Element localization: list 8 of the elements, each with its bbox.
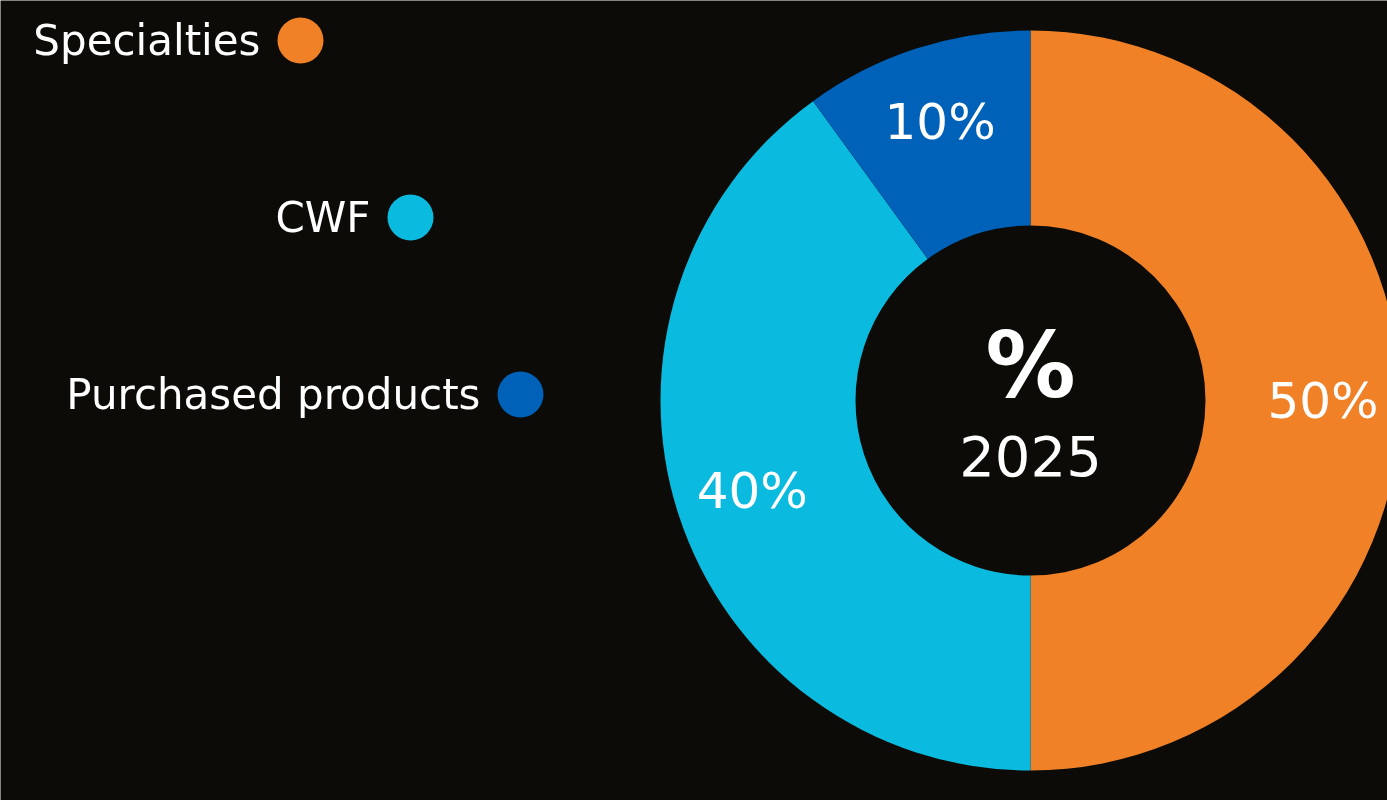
data-label: 40% [696, 461, 808, 520]
text: 2025 [959, 423, 1102, 489]
data-label: 50% [1267, 371, 1379, 430]
legend-label: Purchased products [66, 370, 481, 419]
data-label: 10% [884, 93, 996, 152]
legend-label: Specialties [33, 16, 261, 65]
text: % [985, 313, 1076, 418]
legend-label: CWF [275, 193, 371, 242]
